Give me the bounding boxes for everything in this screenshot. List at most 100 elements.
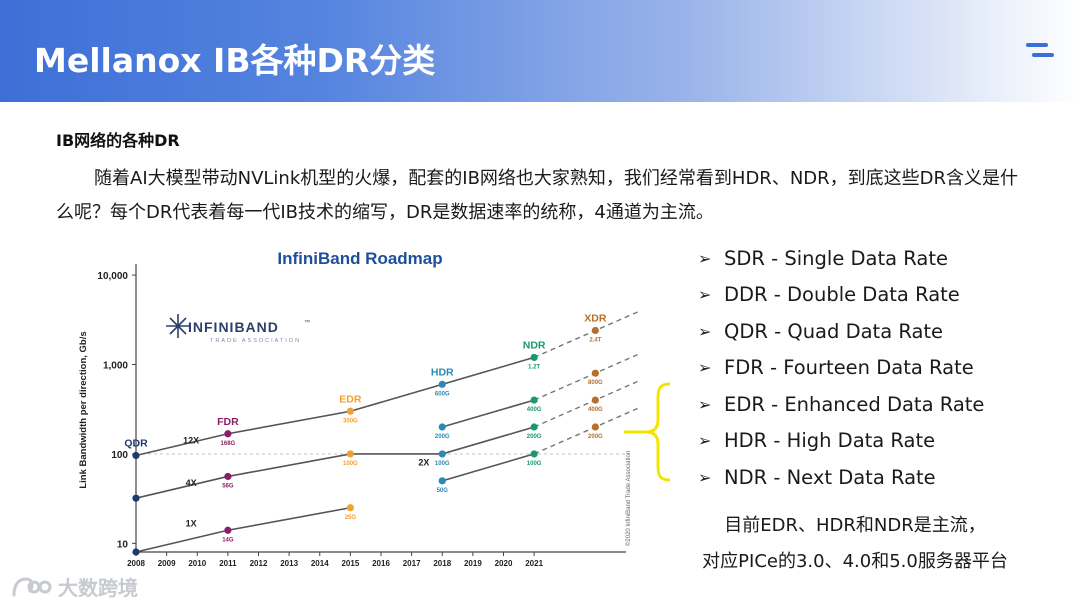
data-label: 100G [343, 461, 358, 467]
data-point [224, 472, 232, 481]
dr-list-item-label: DDR - Double Data Rate [724, 283, 960, 307]
dr-list-item: ➢ FDR - Fourteen Data Rate [698, 350, 984, 387]
generation-label: EDR [339, 393, 362, 405]
data-label: 100G [435, 461, 450, 467]
data-point [132, 494, 140, 502]
data-label: 200G [588, 434, 603, 440]
generation-label: QDR [124, 438, 148, 450]
y-tick-label: 1,000 [103, 360, 128, 371]
y-tick-label: 10 [117, 539, 129, 550]
data-point [530, 353, 538, 362]
data-point [591, 396, 599, 404]
chart-title: InfiniBand Roadmap [277, 249, 442, 268]
data-point [591, 326, 599, 335]
x-tick-label: 2016 [372, 559, 390, 568]
x-tick-label: 2018 [433, 559, 451, 568]
data-point [530, 396, 538, 404]
arrow-bullet-icon: ➢ [698, 248, 712, 268]
menu-icon-line [1026, 43, 1048, 47]
x-tick-label: 2009 [158, 559, 176, 568]
summary: 目前EDR、HDR和NDR是主流， 对应PICe的3.0、4.0和5.0服务器平… [660, 508, 1050, 580]
data-point [438, 380, 446, 388]
header-bar [0, 0, 1080, 102]
data-point [132, 548, 140, 556]
copyright-label: ©2020 InfiniBand Trade Association [625, 451, 632, 546]
data-point [346, 450, 354, 458]
dr-list-item: ➢ QDR - Quad Data Rate [698, 313, 984, 350]
data-label: 100G [527, 461, 542, 467]
dr-list: ➢ SDR - Single Data Rate ➢ DDR - Double Da… [698, 240, 984, 496]
data-point [530, 450, 538, 458]
x-tick-label: 2017 [403, 559, 421, 568]
series-line [442, 399, 535, 428]
data-point [438, 423, 446, 431]
data-label: 168G [221, 441, 236, 447]
dr-list-item: ➢ EDR - Enhanced Data Rate [698, 386, 984, 423]
x-tick-label: 2021 [525, 559, 543, 568]
arrow-bullet-icon: ➢ [698, 321, 712, 341]
y-tick-label: 10,000 [97, 271, 128, 282]
y-axis-label: Link Bandwidth per direction, Gb/s [78, 331, 89, 488]
x-tick-label: 2015 [341, 559, 359, 568]
generation-label: HDR [431, 366, 454, 378]
data-point [346, 504, 354, 512]
body-paragraph-text: 随着AI大模型带动NVLink机型的火爆，配套的IB网络也大家熟知，我们经常看到… [56, 168, 1019, 223]
section-heading: IB网络的各种DR [56, 131, 180, 150]
dr-list-item: ➢ HDR - High Data Rate [698, 423, 984, 460]
data-label: 200G [527, 434, 542, 440]
data-point [530, 423, 538, 431]
data-point [224, 430, 232, 438]
data-label: 800G [588, 380, 603, 386]
dr-list-item-label: QDR - Quad Data Rate [724, 319, 944, 343]
x-tick-label: 2012 [250, 559, 268, 568]
dr-list-item: ➢ SDR - Single Data Rate [698, 240, 984, 277]
data-label: 2.4T [589, 338, 601, 344]
series-name-label: 2X [418, 458, 429, 468]
logo-trademark: ™ [304, 319, 310, 326]
arrow-bullet-icon: ➢ [698, 467, 712, 487]
data-label: 600G [435, 391, 450, 397]
data-point [132, 451, 140, 460]
dr-list-item-label: NDR - Next Data Rate [724, 465, 936, 489]
x-tick-label: 2008 [127, 559, 145, 568]
arrow-bullet-icon: ➢ [698, 394, 712, 414]
dr-list-item-label: SDR - Single Data Rate [724, 246, 948, 270]
data-label: 400G [527, 407, 542, 413]
data-label: 400G [588, 407, 603, 413]
dr-list-item-label: EDR - Enhanced Data Rate [724, 392, 985, 416]
dr-list-item-label: FDR - Fourteen Data Rate [724, 356, 974, 380]
dr-list-item: ➢ NDR - Next Data Rate [698, 459, 984, 496]
series-line [442, 453, 535, 482]
menu-icon-line [1032, 53, 1054, 57]
summary-line: 对应PICe的3.0、4.0和5.0服务器平台 [702, 551, 1008, 572]
arrow-bullet-icon: ➢ [698, 285, 712, 305]
infiniband-roadmap-chart: InfiniBand Roadmap 10 100 1,000 10,000 Link B… [70, 238, 640, 570]
series-name-label: 1X [186, 518, 197, 528]
dr-list-item: ➢ DDR - Double Data Rate [698, 277, 984, 314]
menu-icon[interactable] [1026, 43, 1054, 59]
dr-list-item-label: HDR - High Data Rate [724, 429, 936, 453]
data-label: 300G [343, 418, 358, 424]
arrow-bullet-icon: ➢ [698, 358, 712, 378]
logo-icon [166, 314, 190, 338]
arrow-bullet-icon: ➢ [698, 431, 712, 451]
body-paragraph: 随着AI大模型带动NVLink机型的火爆，配套的IB网络也大家熟知，我们经常看到… [56, 162, 1031, 230]
data-label: 50G [437, 488, 449, 494]
x-tick-label: 2011 [219, 559, 237, 568]
data-point [591, 423, 599, 431]
data-point [591, 369, 599, 377]
x-tick-label: 2014 [311, 559, 329, 568]
data-label: 56G [222, 483, 234, 489]
x-tick-label: 2019 [464, 559, 482, 568]
data-point [224, 526, 232, 534]
watermark-text: 大数跨境 [58, 576, 138, 600]
summary-line: 目前EDR、HDR和NDR是主流， [724, 515, 986, 536]
data-point [438, 450, 446, 458]
data-label: 14G [222, 537, 234, 543]
data-point [438, 477, 446, 485]
series-name-label: 12X [183, 436, 199, 446]
data-label: 25G [345, 515, 357, 521]
generation-label: XDR [584, 313, 607, 325]
series-line [135, 506, 351, 553]
logo-subtitle: TRADE ASSOCIATION [210, 338, 301, 344]
